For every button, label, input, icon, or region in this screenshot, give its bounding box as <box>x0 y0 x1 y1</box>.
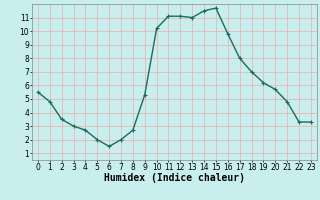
X-axis label: Humidex (Indice chaleur): Humidex (Indice chaleur) <box>104 173 245 183</box>
